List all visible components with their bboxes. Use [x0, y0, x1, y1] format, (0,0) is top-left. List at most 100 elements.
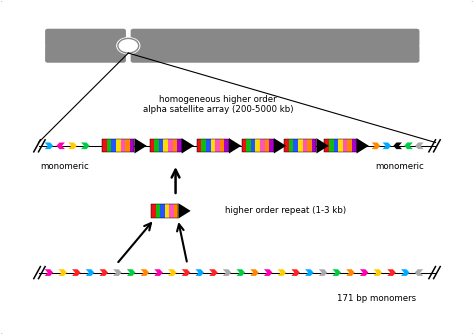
Polygon shape: [250, 269, 259, 276]
Bar: [269, 139, 272, 152]
Polygon shape: [393, 142, 402, 149]
Text: 171 bp monomers: 171 bp monomers: [337, 293, 417, 303]
Bar: [242, 139, 244, 152]
Polygon shape: [86, 269, 94, 276]
Polygon shape: [127, 269, 136, 276]
Polygon shape: [58, 269, 67, 276]
Bar: [160, 204, 164, 217]
Bar: [291, 139, 293, 152]
Bar: [293, 139, 296, 152]
Bar: [350, 139, 352, 152]
Bar: [310, 139, 312, 152]
Bar: [246, 139, 248, 152]
Bar: [121, 139, 123, 152]
Bar: [179, 139, 182, 152]
Bar: [128, 139, 130, 152]
Bar: [324, 139, 327, 152]
Bar: [213, 139, 215, 152]
Bar: [314, 139, 317, 152]
Polygon shape: [135, 138, 147, 153]
Bar: [301, 139, 302, 152]
Bar: [208, 139, 210, 152]
Bar: [197, 139, 199, 152]
Bar: [260, 139, 263, 152]
Polygon shape: [209, 269, 218, 276]
Polygon shape: [45, 269, 53, 276]
Polygon shape: [223, 269, 231, 276]
Bar: [102, 139, 105, 152]
Bar: [345, 139, 347, 152]
Bar: [224, 139, 227, 152]
Bar: [336, 139, 338, 152]
Polygon shape: [237, 269, 245, 276]
Bar: [272, 139, 274, 152]
Bar: [152, 139, 154, 152]
Bar: [118, 139, 121, 152]
Polygon shape: [305, 269, 314, 276]
Polygon shape: [168, 269, 176, 276]
Bar: [173, 139, 175, 152]
Bar: [329, 139, 331, 152]
Bar: [327, 139, 329, 152]
FancyBboxPatch shape: [131, 29, 419, 47]
Polygon shape: [264, 269, 273, 276]
Polygon shape: [346, 269, 355, 276]
Bar: [220, 139, 222, 152]
Bar: [170, 139, 173, 152]
Bar: [164, 204, 169, 217]
Bar: [125, 139, 128, 152]
Bar: [130, 139, 132, 152]
Polygon shape: [56, 142, 65, 149]
Bar: [109, 139, 111, 152]
Text: monomeric: monomeric: [376, 162, 424, 171]
Text: monomeric: monomeric: [40, 162, 89, 171]
Polygon shape: [415, 269, 423, 276]
Bar: [169, 204, 174, 217]
FancyBboxPatch shape: [45, 45, 126, 63]
Bar: [343, 139, 345, 152]
Bar: [324, 139, 356, 152]
Polygon shape: [72, 269, 81, 276]
Bar: [154, 139, 156, 152]
Polygon shape: [383, 142, 391, 149]
Bar: [123, 139, 125, 152]
Bar: [267, 139, 269, 152]
Bar: [248, 139, 251, 152]
Bar: [164, 139, 165, 152]
FancyBboxPatch shape: [131, 45, 419, 63]
Bar: [289, 139, 291, 152]
Bar: [150, 139, 182, 152]
Bar: [242, 139, 274, 152]
Bar: [215, 139, 218, 152]
Bar: [151, 204, 178, 217]
Polygon shape: [182, 269, 190, 276]
Polygon shape: [404, 142, 413, 149]
Bar: [227, 139, 229, 152]
Circle shape: [117, 38, 140, 54]
Bar: [298, 139, 301, 152]
Polygon shape: [374, 269, 382, 276]
Polygon shape: [278, 269, 286, 276]
Bar: [150, 139, 152, 152]
Bar: [263, 139, 264, 152]
Bar: [264, 139, 267, 152]
Polygon shape: [415, 142, 424, 149]
Polygon shape: [178, 203, 191, 218]
Polygon shape: [141, 269, 149, 276]
Bar: [284, 139, 287, 152]
Bar: [165, 139, 168, 152]
Polygon shape: [332, 269, 341, 276]
Polygon shape: [292, 269, 300, 276]
Bar: [177, 139, 179, 152]
Bar: [352, 139, 354, 152]
Bar: [155, 204, 160, 217]
Polygon shape: [372, 142, 380, 149]
Polygon shape: [100, 269, 108, 276]
Bar: [354, 139, 356, 152]
Bar: [105, 139, 107, 152]
Bar: [102, 139, 135, 152]
Bar: [159, 139, 161, 152]
Bar: [222, 139, 224, 152]
Bar: [296, 139, 298, 152]
Polygon shape: [317, 138, 328, 153]
